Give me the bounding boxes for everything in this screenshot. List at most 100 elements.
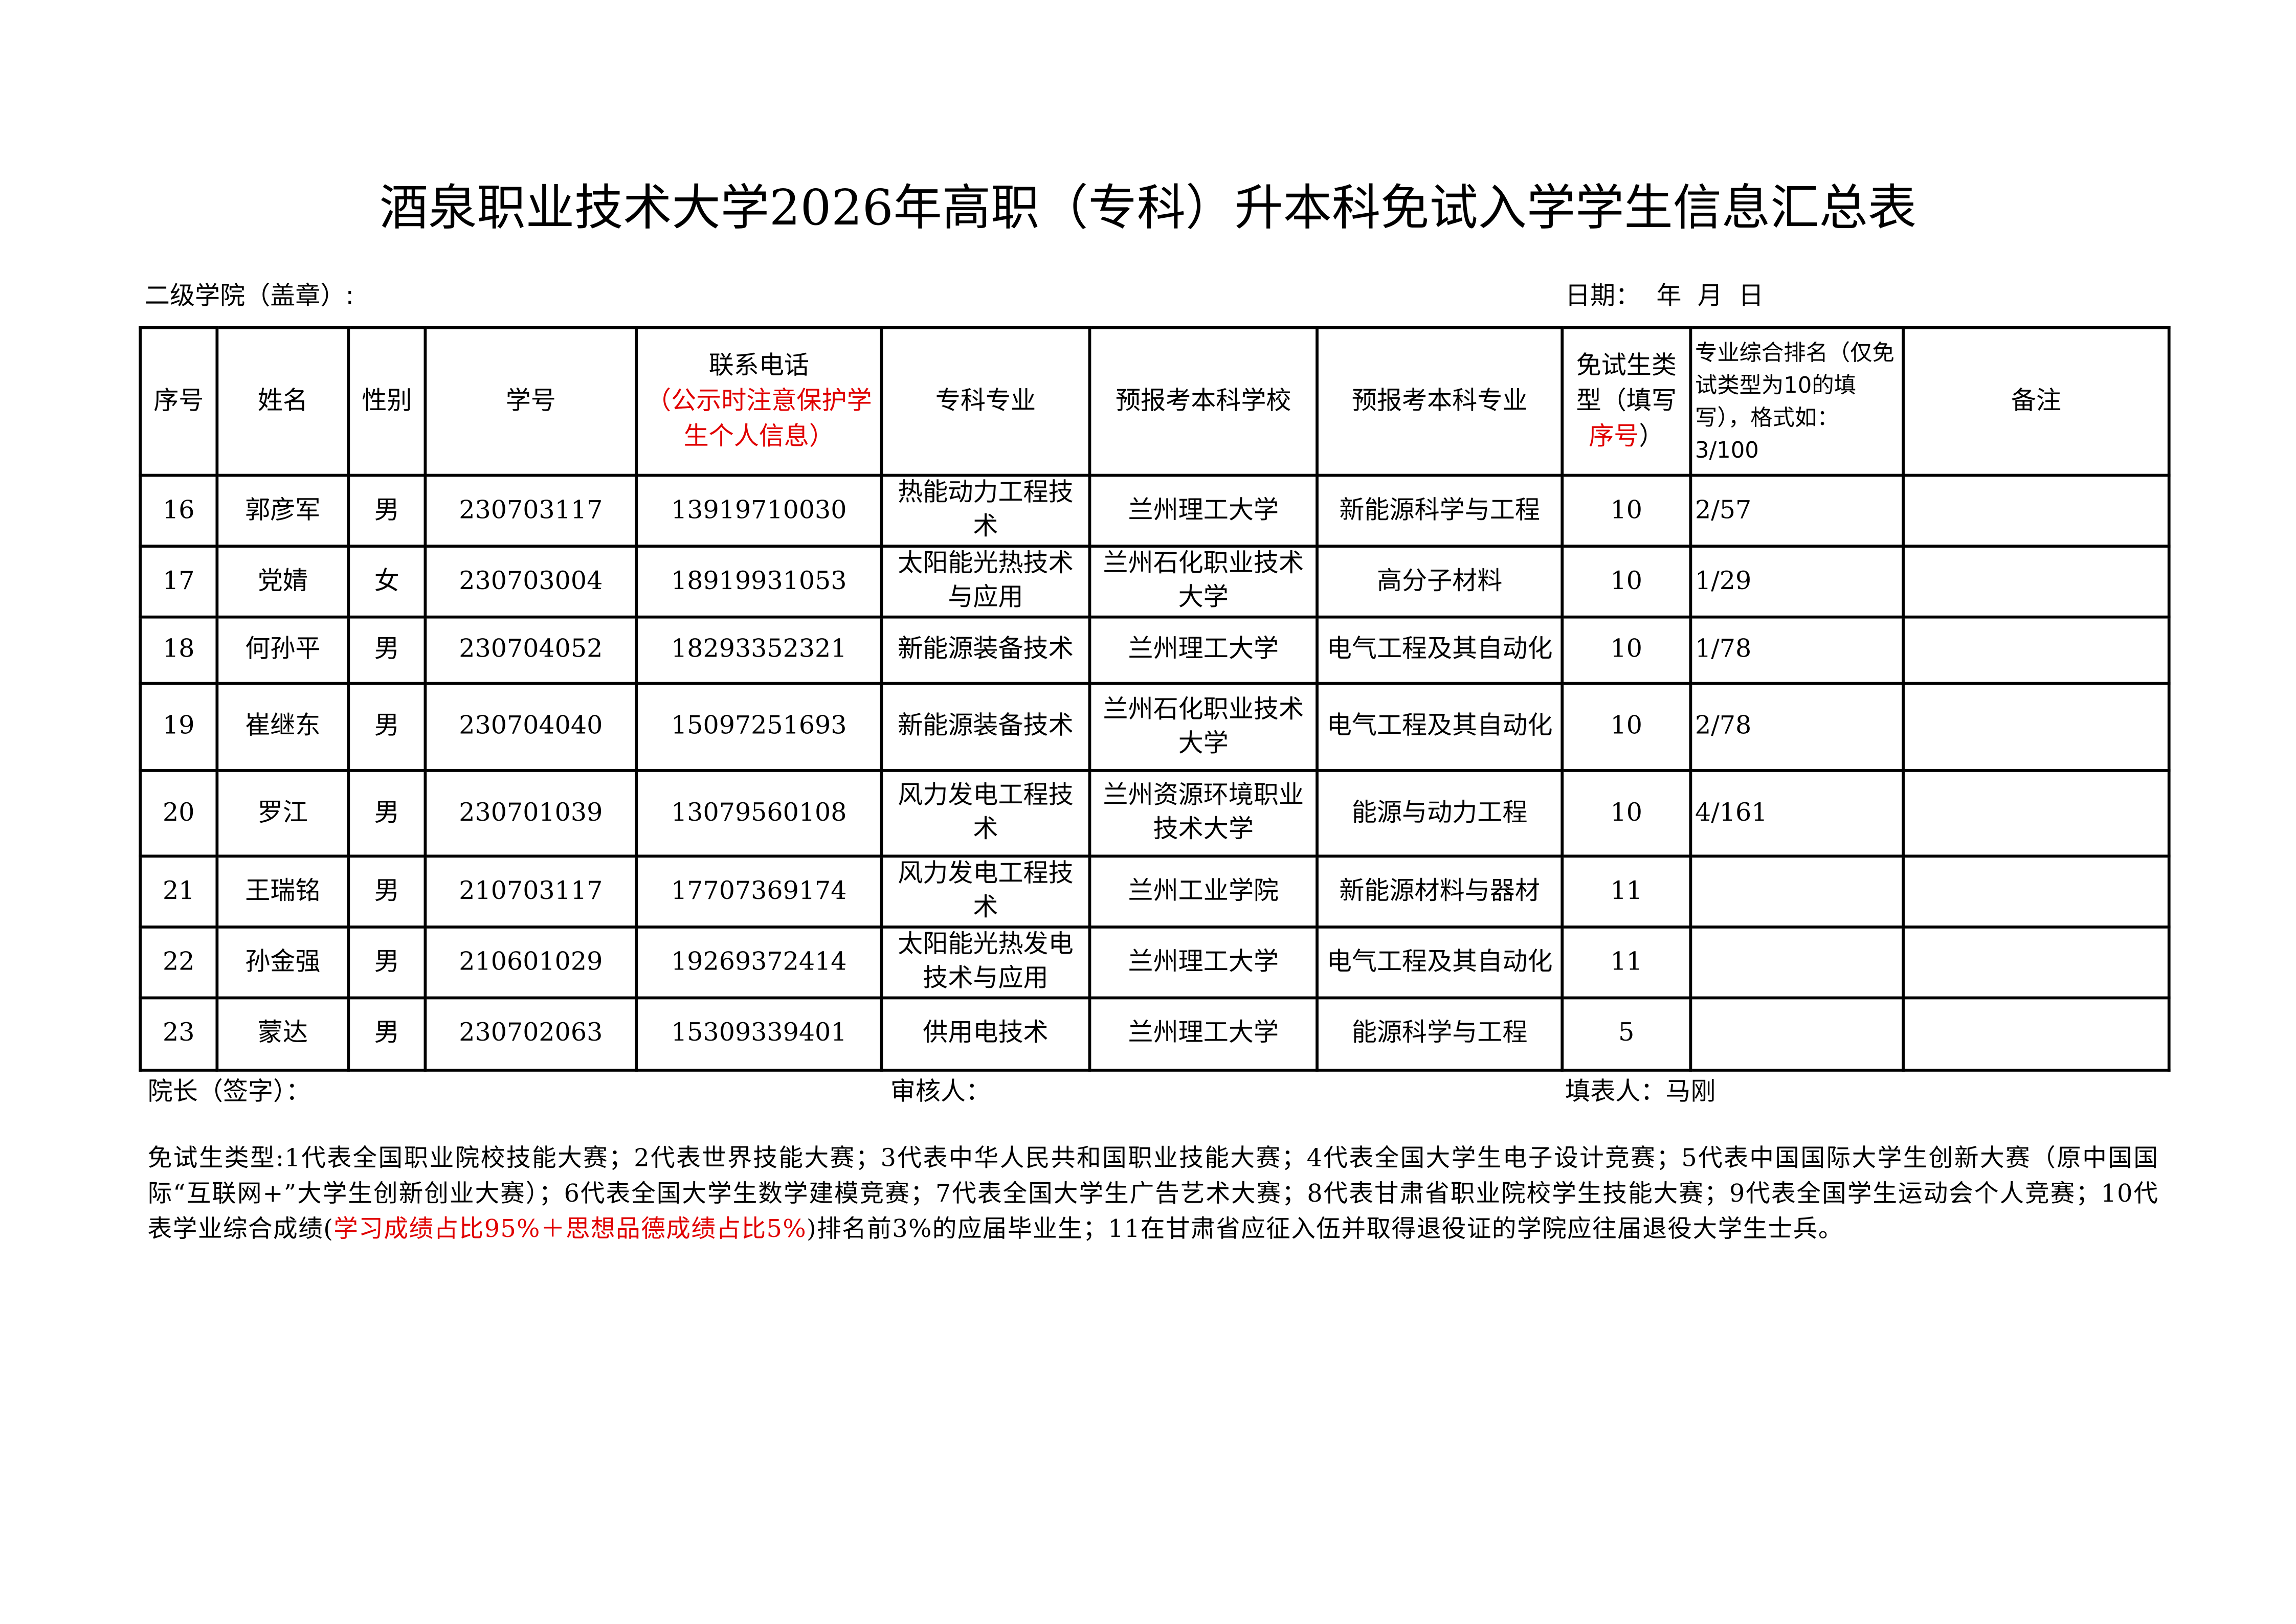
cell-target-major: 能源科学与工程 [1316,996,1564,1072]
cell-text: 新能源科学与工程 [1339,495,1540,525]
cell-name: 崔继东 [215,682,350,772]
header-student-id: 学号 [423,326,638,477]
cell-ranking: 1/29 [1689,545,1905,619]
cell-text: 13079560108 [671,798,847,828]
cell-exempt-type: 10 [1561,769,1692,858]
cell-text: 兰州理工大学 [1128,495,1279,525]
cell-seq: 23 [139,996,219,1072]
cell-remarks [1902,769,2171,858]
cell-phone: 18293352321 [635,615,883,685]
cell-phone: 15097251693 [635,682,883,772]
cell-exempt-type: 5 [1561,996,1692,1072]
table-row: 20 罗江 男 230701039 13079560108 风力发电工程技术 兰州资源环境职… [139,769,2171,858]
cell-student-id: 210703117 [423,854,638,929]
cell-text: 兰州理工大学 [1128,1018,1279,1048]
header-phone-label: 联系电话 [708,351,809,381]
cell-gender: 男 [347,682,427,772]
cell-text: 太阳能光热发电技术与应用 [898,930,1074,994]
cell-text: 15097251693 [671,711,847,741]
cell-text: 1/78 [1695,635,1752,665]
cell-exempt-type: 10 [1561,545,1692,619]
date-label: 日期： 年 月 日 [1565,282,1764,312]
cell-target-school: 兰州理工大学 [1088,926,1319,1000]
cell-text: 电气工程及其自动化 [1326,635,1553,665]
cell-target-major: 电气工程及其自动化 [1316,615,1564,685]
table-row: 21 王瑞铭 男 210703117 17707369174 风力发电工程技术 兰州工业学院… [139,854,2171,929]
cell-text: 15309339401 [671,1018,847,1048]
cell-seq: 21 [139,854,219,929]
notes-highlight: 学习成绩占比95%＋思想品德成绩占比5% [333,1214,807,1243]
footer-filler: 填表人：马刚 [1565,1077,1716,1108]
header-target-major: 预报考本科专业 [1316,326,1564,477]
header-row: 序号 姓名 性别 学号 联系电话 （公示时注意保护学生个人信息） 专科专业 预报考… [139,326,2171,477]
cell-text: 女 [374,566,399,596]
table-row: 17 党婧 女 230703004 18919931053 太阳能光热技术与应用 兰州石化职… [139,545,2171,619]
cell-text: 210703117 [459,876,603,906]
cell-gender: 男 [347,854,427,929]
cell-student-id: 230704052 [423,615,638,685]
cell-phone: 18919931053 [635,545,883,619]
cell-text: 11 [1610,946,1643,977]
cell-text: 10 [1610,495,1643,525]
cell-gender: 女 [347,545,427,619]
cell-junior-major: 热能动力工程技术 [880,473,1091,548]
cell-seq: 18 [139,615,219,685]
cell-text: 男 [374,1018,399,1048]
cell-text: 230704052 [459,635,603,665]
cell-text: 230703117 [459,495,603,525]
cell-seq: 17 [139,545,219,619]
cell-text: 电气工程及其自动化 [1326,711,1553,741]
notes-part1: 免试生类型:1代表全国职业院校技能大赛；2代表世界技能大赛；3代表中华人民共和国… [147,1144,2159,1243]
cell-name: 罗江 [215,769,350,858]
cell-ranking: 2/78 [1689,682,1905,772]
cell-remarks [1902,996,2171,1072]
cell-name: 王瑞铭 [215,854,350,929]
table-row: 22 孙金强 男 210601029 19269372414 太阳能光热发电技术与应用 兰州… [139,926,2171,1000]
cell-text: 男 [374,495,399,525]
cell-junior-major: 新能源装备技术 [880,615,1091,685]
cell-target-school: 兰州理工大学 [1088,473,1319,548]
cell-text: 230701039 [459,798,603,828]
college-label: 二级学院（盖章）: [144,282,354,312]
cell-text: 16 [163,495,195,525]
cell-text: 郭彦军 [245,495,321,525]
cell-text: 何孙平 [245,635,321,665]
cell-text: 能源与动力工程 [1351,798,1528,828]
cell-text: 4/161 [1695,798,1768,828]
cell-text: 21 [163,876,195,906]
cell-text: 230703004 [459,566,603,596]
cell-text: 2/78 [1695,711,1752,741]
cell-student-id: 230702063 [423,996,638,1072]
cell-gender: 男 [347,926,427,1000]
notes-part2: )排名前3%的应届毕业生；11在甘肃省应征入伍并取得退役证的学院应往届退役大学生… [807,1214,1843,1243]
notes-paragraph: 免试生类型:1代表全国职业院校技能大赛；2代表世界技能大赛；3代表中华人民共和国… [148,1141,2159,1247]
cell-remarks [1902,615,2171,685]
cell-target-school: 兰州资源环境职业技术大学 [1088,769,1319,858]
cell-text: 供用电技术 [923,1018,1049,1048]
cell-name: 蒙达 [215,996,350,1072]
cell-remarks [1902,854,2171,929]
cell-junior-major: 太阳能光热发电技术与应用 [880,926,1091,1000]
header-exempt-type-label: 免试生类型（填写 [1576,351,1677,417]
cell-text: 17 [163,566,195,596]
cell-text: 新能源材料与器材 [1339,876,1540,906]
cell-ranking [1689,926,1905,1000]
cell-name: 郭彦军 [215,473,350,548]
cell-phone: 17707369174 [635,854,883,929]
cell-text: 男 [374,711,399,741]
cell-text: 19 [163,711,195,741]
cell-seq: 20 [139,769,219,858]
cell-text: 兰州理工大学 [1128,635,1279,665]
cell-remarks [1902,545,2171,619]
footer-dean: 院长（签字）： [147,1077,311,1108]
cell-target-school: 兰州石化职业技术大学 [1088,545,1319,619]
cell-text: 19269372414 [671,946,847,977]
cell-gender: 男 [347,615,427,685]
cell-exempt-type: 10 [1561,473,1692,548]
header-name: 姓名 [215,326,350,477]
cell-text: 230704040 [459,711,603,741]
cell-text: 兰州理工大学 [1128,946,1279,977]
cell-junior-major: 新能源装备技术 [880,682,1091,772]
cell-phone: 13919710030 [635,473,883,548]
table-row: 23 蒙达 男 230702063 15309339401 供用电技术 兰州理工大学 能源科学… [139,996,2171,1072]
